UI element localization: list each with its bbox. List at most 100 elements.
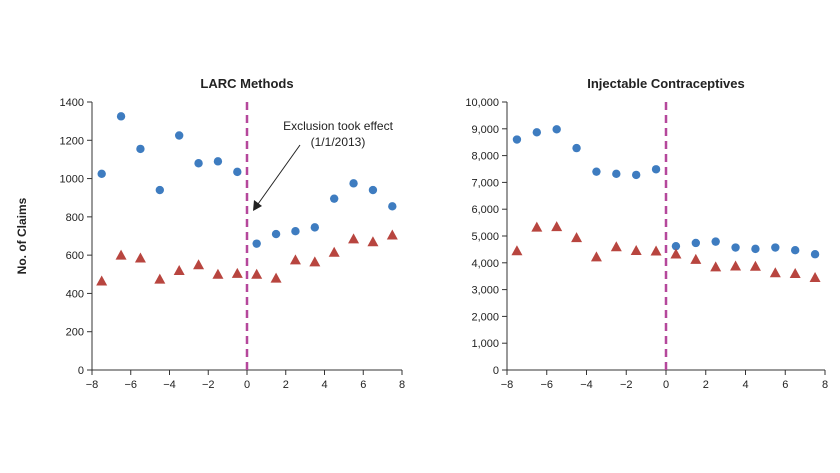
x-tick-label: 8 (822, 379, 828, 391)
data-point-triangle (328, 246, 340, 257)
data-point-triangle (769, 267, 781, 278)
x-tick-label: −8 (501, 379, 514, 391)
data-point-circle (651, 165, 661, 174)
data-point-circle (329, 194, 339, 203)
y-tick-label: 600 (66, 250, 84, 262)
x-tick-label: 0 (663, 379, 669, 391)
data-point-triangle (309, 256, 321, 267)
y-tick-label: 5,000 (471, 231, 499, 243)
data-point-triangle (212, 268, 224, 279)
x-tick-label: 6 (782, 379, 788, 391)
y-tick-label: 0 (493, 365, 499, 377)
y-tick-label: 10,000 (465, 97, 499, 109)
data-point-circle (771, 243, 780, 252)
data-point-circle (711, 237, 720, 246)
data-point-triangle (251, 268, 263, 279)
x-tick-label: −6 (540, 379, 553, 391)
data-point-circle (174, 131, 184, 140)
annotation-text: Exclusion took effect (283, 119, 394, 133)
x-tick-label: −4 (163, 379, 176, 391)
data-point-triangle (367, 236, 379, 247)
data-point-triangle (96, 275, 108, 286)
x-tick-label: 6 (360, 379, 366, 391)
data-point-triangle (730, 260, 742, 271)
data-point-triangle (531, 221, 543, 232)
y-tick-label: 3,000 (471, 285, 499, 297)
panel-larc-methods: LARC Methods 0 200 400 600 800 1000 1200 1400 −8 −… (60, 76, 406, 391)
y-tick-label: 1,000 (471, 338, 499, 350)
data-point-circle (136, 144, 145, 154)
data-point-triangle (348, 233, 360, 244)
x-tick-label: 2 (283, 379, 289, 391)
data-point-circle (572, 143, 581, 153)
data-point-circle (612, 169, 621, 179)
data-point-circle (731, 243, 740, 252)
y-tick-label: 7,000 (471, 177, 499, 189)
data-point-triangle (134, 252, 146, 263)
data-point-circle (291, 227, 300, 236)
data-point-triangle (115, 249, 127, 260)
data-point-circle (751, 244, 760, 254)
y-axis-label: No. of Claims (15, 197, 29, 274)
data-point-circle (310, 223, 320, 232)
data-point-triangle (571, 232, 583, 243)
x-tick-label: −8 (86, 379, 99, 391)
data-point-circle (116, 112, 126, 121)
data-point-triangle (630, 244, 642, 255)
data-point-circle (631, 170, 641, 180)
y-tick-label: 6,000 (471, 204, 499, 216)
y-tick-label: 4,000 (471, 258, 499, 270)
data-point-circle (213, 157, 223, 166)
data-point-circle (388, 202, 397, 211)
y-tick-label: 2,000 (471, 311, 499, 323)
y-tick-label: 400 (66, 288, 84, 300)
x-tick-label: 0 (244, 379, 250, 391)
data-point-circle (691, 238, 701, 248)
panel-injectable-contraceptives: Injectable Contraceptives 0 1,000 2,000 3,00… (465, 76, 828, 391)
y-tick-label: 8,000 (471, 151, 499, 163)
data-point-triangle (289, 254, 301, 265)
data-point-triangle (231, 267, 243, 278)
y-tick-label: 9,000 (471, 124, 499, 136)
data-point-triangle (610, 241, 622, 252)
data-point-triangle (511, 245, 523, 256)
data-point-triangle (650, 245, 662, 256)
data-point-triangle (551, 221, 563, 232)
data-point-circle (252, 239, 261, 248)
data-point-circle (271, 229, 281, 239)
y-tick-label: 800 (66, 212, 84, 224)
data-point-triangle (789, 268, 801, 279)
data-point-circle (97, 169, 106, 178)
x-tick-label: −4 (580, 379, 593, 391)
data-point-circle (349, 179, 358, 188)
data-point-circle (552, 125, 561, 134)
data-point-triangle (710, 261, 722, 272)
data-point-triangle (173, 264, 185, 275)
data-point-triangle (193, 259, 205, 270)
x-tick-label: 2 (703, 379, 709, 391)
data-point-triangle (590, 251, 602, 262)
data-point-triangle (270, 272, 282, 283)
data-point-circle (233, 167, 242, 177)
data-point-circle (790, 246, 800, 255)
data-point-circle (194, 159, 203, 168)
y-tick-label: 200 (66, 327, 84, 339)
x-tick-label: −6 (124, 379, 137, 391)
annotation-arrowhead (253, 200, 262, 211)
data-point-circle (155, 185, 165, 195)
chart-title: LARC Methods (200, 76, 293, 91)
annotation-text: (1/1/2013) (311, 135, 366, 149)
y-tick-label: 1400 (60, 97, 84, 109)
data-point-circle (592, 167, 601, 176)
y-tick-label: 1000 (60, 174, 84, 186)
y-tick-label: 1200 (60, 135, 84, 147)
data-point-circle (512, 135, 522, 144)
y-tick-label: 0 (78, 365, 84, 377)
chart-title: Injectable Contraceptives (587, 76, 745, 91)
data-point-triangle (690, 253, 702, 264)
data-point-circle (810, 250, 820, 259)
annotation-arrow-line (257, 144, 301, 205)
data-point-triangle (809, 272, 821, 283)
x-tick-label: −2 (202, 379, 215, 391)
